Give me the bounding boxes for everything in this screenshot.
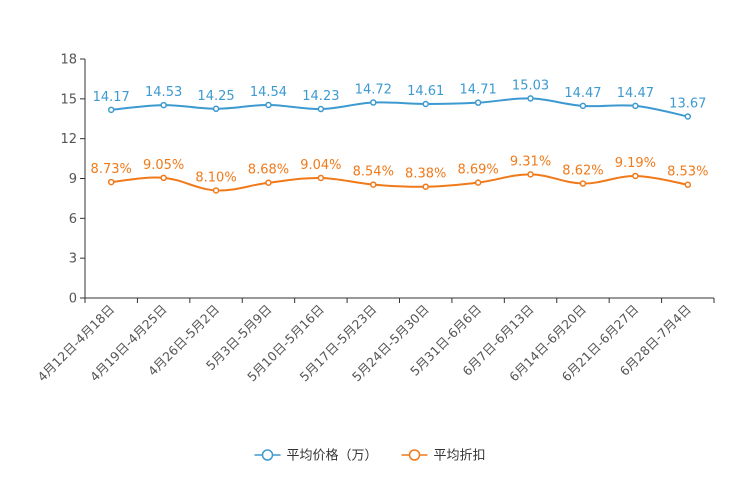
data-point[interactable] xyxy=(265,101,272,109)
legend-label[interactable]: 平均价格（万） xyxy=(287,448,378,464)
legend-label[interactable]: 平均折扣 xyxy=(434,449,486,464)
y-tick-label: 12 xyxy=(60,132,77,147)
data-point[interactable] xyxy=(527,171,534,178)
data-point[interactable] xyxy=(212,105,220,113)
data-label: 9.19% xyxy=(615,156,656,171)
legend-marker-icon[interactable] xyxy=(408,449,421,461)
data-label: 14.71 xyxy=(460,83,497,98)
data-label: 8.69% xyxy=(457,163,498,178)
data-label: 14.72 xyxy=(355,83,392,98)
data-point[interactable] xyxy=(160,101,167,109)
data-point[interactable] xyxy=(422,100,429,108)
data-point[interactable] xyxy=(370,181,377,188)
data-point[interactable] xyxy=(370,99,377,106)
data-point[interactable] xyxy=(474,99,482,106)
y-tick-label: 18 xyxy=(60,53,77,68)
data-label: 8.38% xyxy=(405,167,446,182)
data-label: 13.67 xyxy=(669,96,706,111)
data-label: 14.23 xyxy=(302,89,339,104)
data-label: 8.10% xyxy=(195,170,236,185)
y-tick-label: 3 xyxy=(69,252,77,267)
data-point[interactable] xyxy=(632,102,639,110)
y-tick-label: 6 xyxy=(69,212,77,227)
data-label: 9.04% xyxy=(300,158,341,173)
data-label: 15.03 xyxy=(512,78,549,93)
data-label: 14.17 xyxy=(93,90,130,105)
data-point[interactable] xyxy=(422,183,429,190)
y-tick-label: 9 xyxy=(69,172,77,187)
data-label: 14.53 xyxy=(145,85,182,100)
legend-marker-icon[interactable] xyxy=(261,449,274,461)
data-label: 8.53% xyxy=(667,165,708,180)
data-point[interactable] xyxy=(107,178,115,186)
data-label: 8.62% xyxy=(562,164,603,179)
data-point[interactable] xyxy=(684,181,692,188)
data-label: 14.54 xyxy=(250,85,287,100)
data-label: 14.61 xyxy=(407,84,444,99)
data-point[interactable] xyxy=(632,172,639,180)
data-label: 14.47 xyxy=(617,86,654,101)
series-line-1 xyxy=(111,97,688,118)
data-label: 8.73% xyxy=(91,162,132,177)
y-tick-label: 15 xyxy=(60,92,77,107)
data-point[interactable] xyxy=(579,102,587,110)
data-label: 9.05% xyxy=(143,158,184,173)
data-point[interactable] xyxy=(684,113,692,120)
data-point[interactable] xyxy=(265,179,272,186)
y-tick-label: 0 xyxy=(69,292,77,307)
data-point[interactable] xyxy=(107,106,115,114)
data-label: 14.25 xyxy=(197,89,234,104)
data-point[interactable] xyxy=(474,179,482,186)
data-point[interactable] xyxy=(212,187,220,194)
data-point[interactable] xyxy=(579,180,587,187)
data-point[interactable] xyxy=(317,105,325,113)
data-label: 8.54% xyxy=(353,165,394,180)
data-point[interactable] xyxy=(527,95,534,102)
data-point[interactable] xyxy=(317,174,325,182)
series-line-2 xyxy=(111,173,688,192)
data-label: 14.47 xyxy=(564,86,601,101)
data-point[interactable] xyxy=(160,174,167,182)
data-label: 8.68% xyxy=(248,163,289,178)
data-label: 9.31% xyxy=(510,154,551,169)
